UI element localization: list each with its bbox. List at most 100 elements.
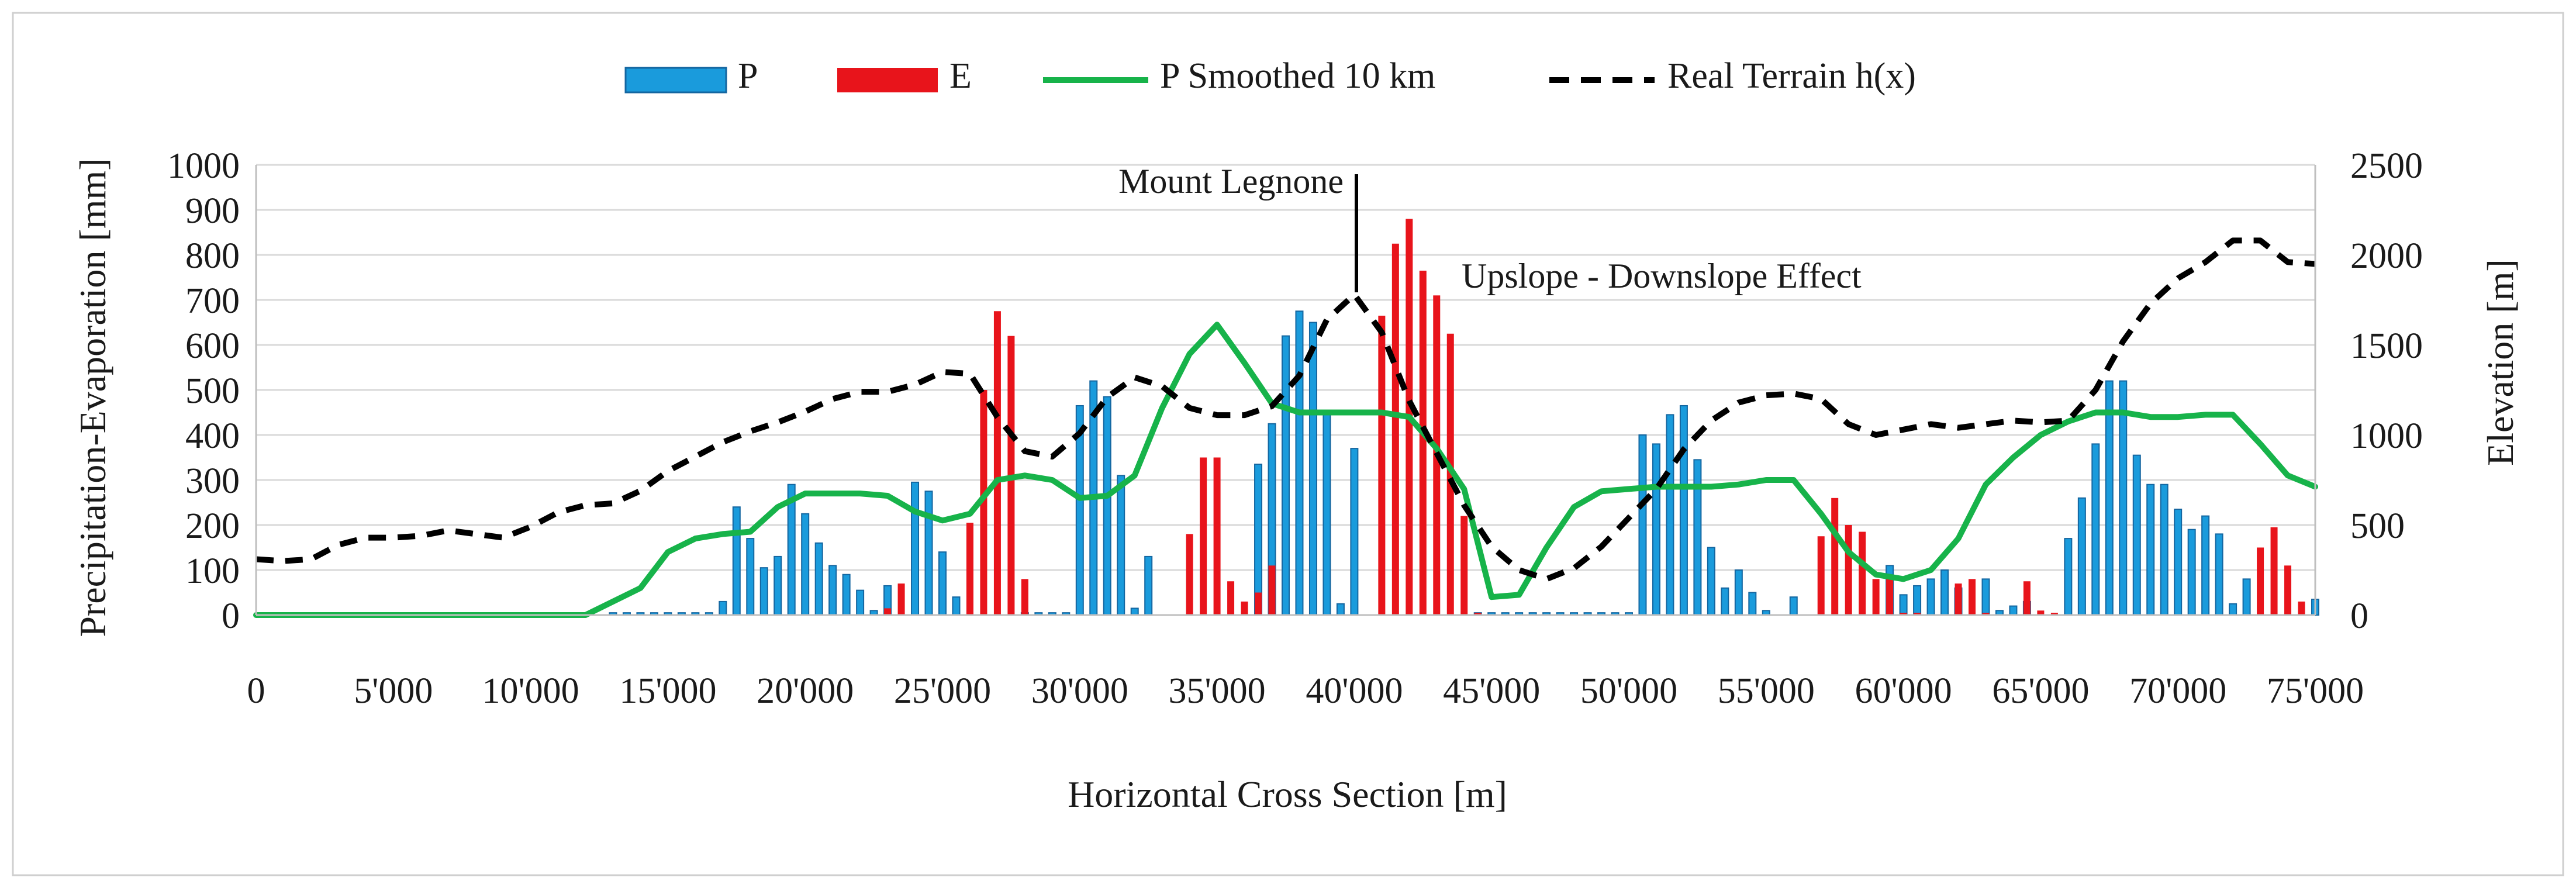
x-tick-label: 45'000	[1443, 671, 1540, 711]
bar-e	[1241, 601, 1248, 615]
x-tick-label: 65'000	[1992, 671, 2089, 711]
bar-p	[842, 574, 851, 616]
bar-p	[2174, 509, 2183, 616]
bar-p	[2119, 380, 2128, 616]
bar-p	[2009, 605, 2018, 616]
bar-p	[814, 542, 823, 616]
bar-e	[1859, 531, 1866, 615]
bar-e	[2257, 547, 2264, 615]
bar-p	[1282, 335, 1290, 616]
bar-p	[759, 567, 768, 616]
bar-p	[1103, 396, 1111, 616]
bar-e	[2037, 610, 2045, 615]
bar-e	[1227, 581, 1235, 615]
y2-tick-label: 1000	[2350, 416, 2423, 456]
bar-p	[1734, 569, 1743, 616]
gridlines	[256, 164, 2315, 571]
x-tick-label: 15'000	[619, 671, 716, 711]
bar-p	[2105, 380, 2114, 616]
x-tick-label: 35'000	[1169, 671, 1266, 711]
y-tick-label: 100	[185, 551, 240, 591]
bar-e	[1268, 565, 1276, 615]
y-tick-label: 200	[185, 506, 240, 546]
y-tick-label: 1000	[167, 146, 240, 186]
bar-p	[1679, 405, 1688, 616]
bar-e	[1982, 613, 1990, 615]
bar-e	[1817, 536, 1825, 615]
y-tick-label: 600	[185, 326, 240, 366]
bar-p	[1707, 547, 1715, 616]
axes: 0 100 200 300 400 500 600 700 800 900 1000 0 500 1000…	[167, 146, 2423, 711]
bar-p	[1350, 448, 1359, 616]
bar-p	[1295, 310, 1304, 616]
bar-p	[1117, 475, 1125, 616]
annotation-mount-legnone: Mount Legnone	[1118, 162, 1344, 201]
bar-e	[2270, 527, 2278, 615]
p-smoothed-line	[253, 322, 2318, 618]
bar-p	[1899, 594, 1908, 616]
bar-e	[884, 608, 892, 615]
terrain-line	[255, 237, 2316, 582]
y-tick-label: 800	[185, 236, 240, 276]
bar-p	[2187, 529, 2196, 616]
x-tick-label: 50'000	[1580, 671, 1677, 711]
y-axis-title: Precipitation-Evaporation [mm]	[72, 158, 113, 637]
bar-p	[1693, 459, 1702, 616]
x-tick-label: 0	[247, 671, 265, 711]
bar-p	[2146, 484, 2155, 616]
bar-p	[2160, 484, 2168, 616]
bar-p	[1748, 592, 1757, 616]
bar-e	[1914, 613, 1921, 615]
bar-e	[1886, 576, 1894, 615]
x-tick-label: 20'000	[757, 671, 854, 711]
y-tick-label: 900	[185, 191, 240, 231]
y-tick-label: 400	[185, 416, 240, 456]
bar-p	[924, 491, 933, 616]
bar-e	[1255, 592, 1262, 615]
x-tick-label: 5'000	[354, 671, 433, 711]
bar-p	[828, 565, 837, 616]
legend-swatch-p	[624, 67, 727, 94]
bar-e	[1021, 579, 1028, 615]
bar-p	[952, 596, 961, 616]
bar-e	[2284, 565, 2292, 615]
bar-p	[2229, 603, 2237, 616]
bar-p	[1940, 569, 1949, 616]
x-tick-label: 75'000	[2267, 671, 2364, 711]
x-tick-label: 40'000	[1306, 671, 1403, 711]
bar-e	[1186, 534, 1193, 615]
y2-axis-title: Elevation [m]	[2480, 259, 2521, 466]
bar-p	[2242, 578, 2251, 616]
bar-e	[1378, 315, 1386, 615]
bar-p	[2132, 454, 2141, 616]
bar-e	[2298, 601, 2305, 615]
bar-p	[732, 506, 741, 616]
bar-p	[1652, 443, 1660, 616]
y-tick-label: 300	[185, 461, 240, 501]
y2-tick-label: 2000	[2350, 236, 2423, 276]
bar-e	[1446, 333, 1454, 615]
y2-tick-label: 2500	[2350, 146, 2423, 186]
y-tick-label: 500	[185, 371, 240, 411]
bar-p	[1254, 464, 1263, 616]
bar-p	[1308, 322, 1317, 616]
y-tick-label: 0	[222, 596, 240, 636]
bar-p	[856, 589, 865, 616]
bar-e	[897, 583, 905, 615]
legend-label-terrain: Real Terrain h(x)	[1667, 56, 1916, 96]
bar-p	[1666, 414, 1674, 616]
bar-p	[1789, 596, 1798, 616]
bar-e	[1474, 613, 1482, 615]
legend-label-p-smoothed: P Smoothed 10 km	[1160, 56, 1435, 96]
bar-e	[2050, 613, 2058, 615]
bar-p	[719, 600, 727, 616]
legend-label-p: P	[738, 56, 758, 96]
x-tick-label: 10'000	[482, 671, 579, 711]
legend-swatch-e	[837, 68, 938, 92]
y2-tick-label: 1500	[2350, 326, 2423, 366]
bar-e	[1391, 243, 1399, 615]
bar-p	[911, 481, 920, 616]
bar-e	[1831, 498, 1839, 615]
